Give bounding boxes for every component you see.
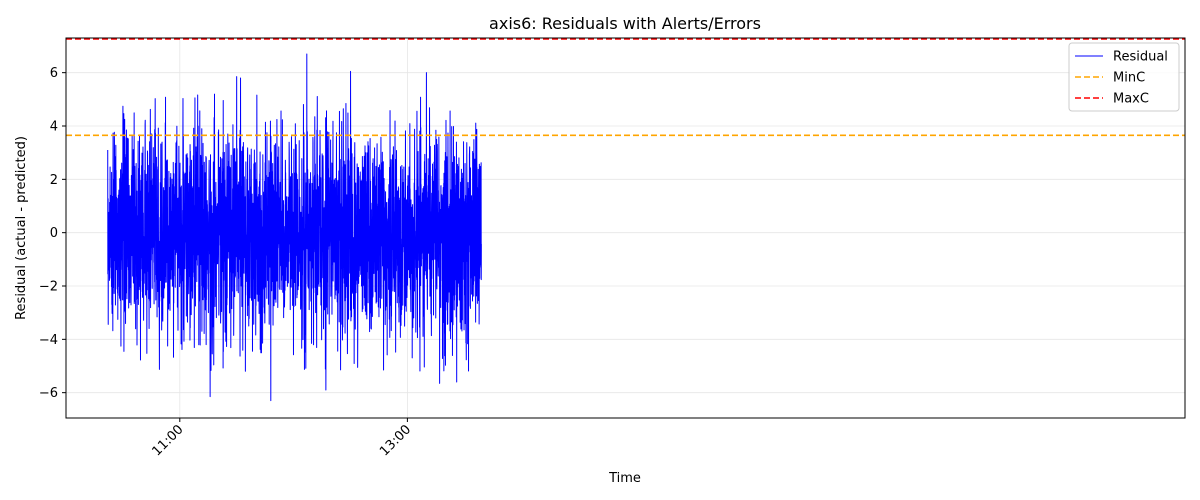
axes-frame — [65, 37, 1186, 419]
series-layer — [66, 38, 1185, 402]
legend-label-maxc: MaxC — [1113, 92, 1149, 107]
y-tick-label: −4 — [39, 333, 58, 348]
chart-title: axis6: Residuals with Alerts/Errors — [489, 14, 761, 33]
residual-line — [107, 53, 482, 402]
legend-label-minc: MinC — [1113, 71, 1145, 86]
y-tick-label: 6 — [50, 66, 58, 81]
y-tick-label: −6 — [39, 386, 58, 401]
legend-box — [1068, 42, 1180, 112]
legend-label-residual: Residual — [1113, 50, 1168, 65]
y-tick-label: 0 — [50, 226, 58, 241]
legend: Residual MinC MaxC — [1068, 42, 1180, 112]
y-tick-label: 4 — [50, 120, 58, 135]
y-axis-label: Residual (actual - predicted) — [14, 136, 29, 320]
y-tick-label: −2 — [39, 280, 58, 295]
y-tick-label: 2 — [50, 173, 58, 188]
x-axis-label: Time — [608, 471, 641, 486]
